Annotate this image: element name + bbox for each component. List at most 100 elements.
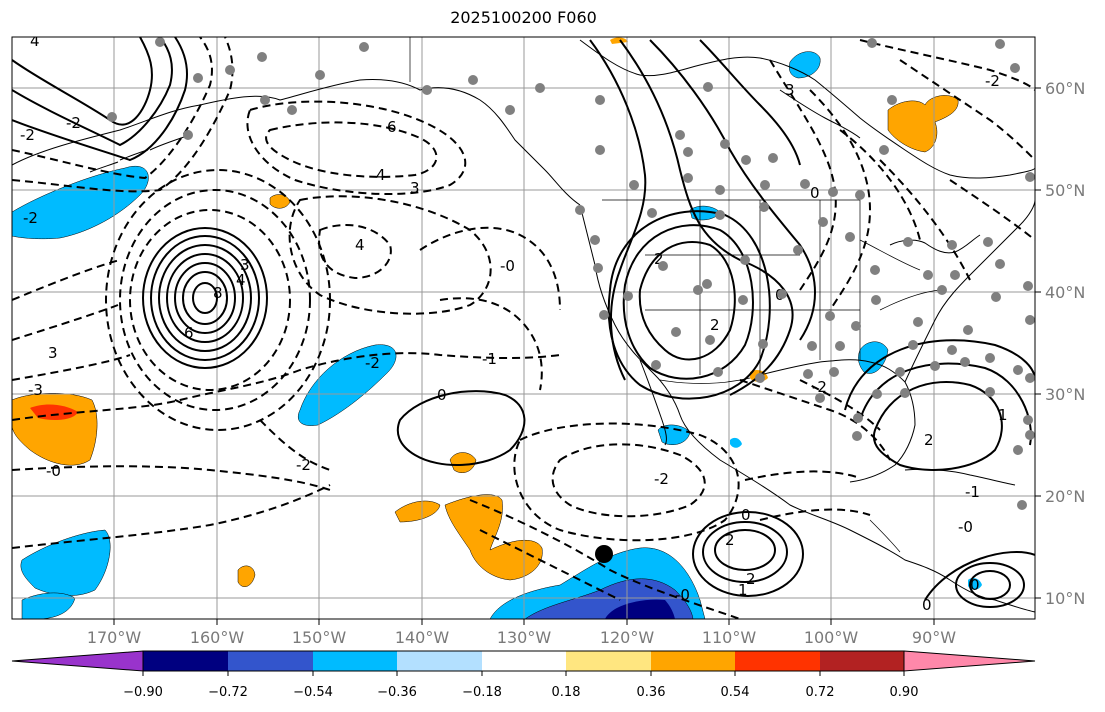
contour-label: 3 <box>240 256 250 274</box>
colorbar-label: 0.36 <box>637 685 666 700</box>
coast-canada-north <box>579 39 1035 179</box>
colorbar-label: −0.54 <box>293 685 333 700</box>
contours-solid-central <box>396 390 526 467</box>
contour-label: 2 <box>924 431 934 449</box>
coast-east <box>904 199 1035 383</box>
fill-navy-south <box>605 599 675 619</box>
coast-west-america <box>579 204 1035 613</box>
contour-label: 1 <box>738 581 748 599</box>
contour-label: -1 <box>965 483 980 501</box>
contour-label: -3 <box>28 381 43 399</box>
colorbar-ticks <box>142 671 905 676</box>
contour-label: 0 <box>810 184 820 202</box>
contour-label: -0 <box>958 518 973 536</box>
lat-label: 50°N <box>1045 181 1085 200</box>
colorbar-label: 0.72 <box>806 685 835 700</box>
contour-labels: 4 8 6 3 -2 6 4 3 4 3 -3 -2 -0 0 -2 -1 -0… <box>20 37 1008 614</box>
colorbar-extend-low <box>11 650 144 672</box>
contour-label: -2 <box>985 72 1000 90</box>
colorbar-segment <box>820 651 904 671</box>
lon-label: 110°W <box>702 628 757 647</box>
colorbar-label: −0.72 <box>208 685 248 700</box>
contour-label: 2 <box>654 250 664 268</box>
contour-label: -0 <box>46 462 61 480</box>
map-title: 2025100200 F060 <box>450 8 597 27</box>
colorbar-segment <box>143 651 228 671</box>
contour-label: 4 <box>376 166 386 184</box>
contour-label: -2 <box>654 470 669 488</box>
colorbar-segment <box>313 651 397 671</box>
contour-label: -2 <box>23 209 38 227</box>
fill-blue-mexico-2 <box>730 437 742 448</box>
colorbar-segment <box>482 651 566 671</box>
contours-solid-northwest <box>12 37 188 162</box>
contours-solid-southeast <box>692 511 1035 608</box>
lat-label: 60°N <box>1045 79 1085 98</box>
contour-label: 0 <box>741 506 751 524</box>
colorbar-frame <box>142 650 905 672</box>
colorbar-extend-high <box>903 650 1036 672</box>
colorbar-label: 0.18 <box>552 685 581 700</box>
contour-label: -0 <box>500 257 515 275</box>
longitude-labels: 170°W 160°W 150°W 140°W 130°W 120°W 110°… <box>87 628 956 647</box>
fill-blue-hudson <box>789 51 821 79</box>
contour-label: -2 <box>365 354 380 372</box>
fill-orange-labrador <box>887 95 959 153</box>
lon-label: 90°W <box>912 628 956 647</box>
fill-orange-dot-4 <box>610 37 628 44</box>
colorbar-segment <box>735 651 820 671</box>
contour-label: -2 <box>66 114 81 132</box>
contour-label: -2 <box>20 126 35 144</box>
colorbar-label: −0.90 <box>123 685 163 700</box>
contour-label: -1 <box>482 350 497 368</box>
contours-solid-west <box>142 227 268 369</box>
coastlines <box>12 39 1035 613</box>
station-markers <box>107 37 1035 510</box>
lon-label: 100°W <box>804 628 859 647</box>
lon-label: 120°W <box>600 628 655 647</box>
fill-orange-dot-3 <box>237 565 256 587</box>
contour-label: 4 <box>236 271 246 289</box>
fill-blue-southwest <box>20 529 111 596</box>
analysis-point-marker <box>595 545 613 563</box>
lon-label: 160°W <box>190 628 245 647</box>
fill-blue-central <box>297 344 397 426</box>
contours-dashed-subtropic <box>469 379 881 619</box>
height-anomaly-contours <box>12 37 1035 619</box>
lat-label: 10°N <box>1045 589 1085 608</box>
contour-label: -2 <box>812 378 827 396</box>
contour-label: 3 <box>410 179 420 197</box>
contour-label: 0 <box>970 576 980 594</box>
contour-label: -0 <box>675 586 690 604</box>
colorbar-label: −0.18 <box>462 685 502 700</box>
lon-label: 130°W <box>497 628 552 647</box>
contour-label: -2 <box>296 456 311 474</box>
latitude-labels: 10°N 20°N 30°N 40°N 50°N 60°N <box>1045 79 1085 608</box>
colorbar-segment <box>566 651 651 671</box>
colorbar-label: 0.54 <box>721 685 750 700</box>
fill-orange-dot-2 <box>269 194 291 209</box>
contour-label: 1 <box>998 406 1008 424</box>
colorbar-segment <box>228 651 313 671</box>
graticule <box>12 37 1035 619</box>
lat-label: 30°N <box>1045 385 1085 404</box>
contour-label: 4 <box>355 236 365 254</box>
axis-ticks <box>113 87 1041 625</box>
colorbar-segment <box>651 651 735 671</box>
contour-label: 6 <box>184 324 194 342</box>
coast-baja <box>639 359 667 446</box>
colorbar-label: 0.90 <box>890 685 919 700</box>
contour-label: 2 <box>710 316 720 334</box>
lat-label: 20°N <box>1045 487 1085 506</box>
contour-label: 2 <box>746 570 756 588</box>
contours-dashed-gulf-alaska <box>12 100 561 549</box>
contour-label: 0 <box>437 386 447 404</box>
coast-alaska <box>12 79 581 206</box>
contour-label: 3 <box>48 344 58 362</box>
colorbar-segment <box>397 651 482 671</box>
contour-label: 3 <box>785 81 795 99</box>
contour-label: 0 <box>922 596 932 614</box>
lon-label: 140°W <box>395 628 450 647</box>
colorbar: −0.90 −0.72 −0.54 −0.36 −0.18 0.18 0.36 … <box>11 650 1036 700</box>
